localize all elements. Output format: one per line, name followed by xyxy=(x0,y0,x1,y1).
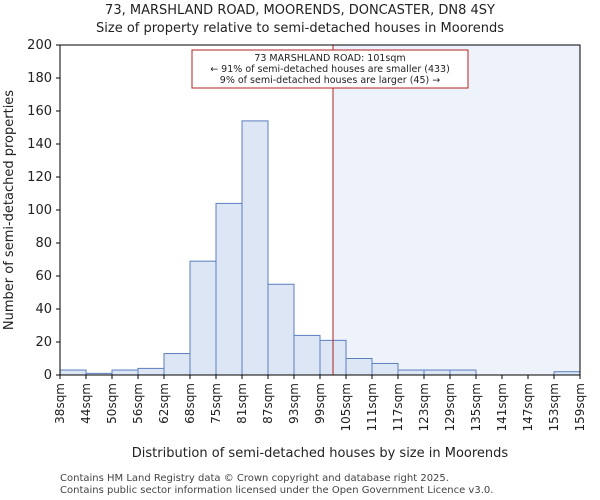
histogram-bar xyxy=(423,369,451,376)
histogram-bar xyxy=(345,358,373,376)
histogram-bar xyxy=(59,369,87,376)
x-tick-label: 38sqm xyxy=(53,383,67,424)
histogram-bar xyxy=(215,202,243,376)
y-axis-label: Number of semi-detached properties xyxy=(2,90,17,330)
histogram-bar xyxy=(111,369,139,376)
x-tick-label: 50sqm xyxy=(105,383,119,424)
histogram-bar xyxy=(371,362,399,376)
x-tick-label: 56sqm xyxy=(131,383,145,424)
x-tick-label: 123sqm xyxy=(417,383,431,431)
x-tick-label: 159sqm xyxy=(573,383,587,431)
annotation-line-2: ← 91% of semi-detached houses are smalle… xyxy=(210,64,450,75)
x-tick-label: 117sqm xyxy=(391,383,405,431)
y-tick-label: 140 xyxy=(27,137,52,152)
annotation-box: 73 MARSHLAND ROAD: 101sqm ← 91% of semi-… xyxy=(191,49,469,89)
chart-title: 73, MARSHLAND ROAD, MOORENDS, DONCASTER,… xyxy=(105,3,495,18)
x-tick-label: 135sqm xyxy=(469,383,483,431)
x-tick-label: 141sqm xyxy=(495,383,509,431)
y-tick-label: 80 xyxy=(35,236,52,251)
x-tick-label: 153sqm xyxy=(547,383,561,431)
x-tick-label: 105sqm xyxy=(339,383,353,431)
x-tick-label: 111sqm xyxy=(365,383,379,431)
x-tick-label: 87sqm xyxy=(261,383,275,424)
footer-copyright: Contains HM Land Registry data © Crown c… xyxy=(60,473,449,484)
histogram-bar xyxy=(397,369,425,376)
histogram-bar xyxy=(449,369,477,376)
histogram-bar xyxy=(293,334,321,376)
chart-subtitle: Size of property relative to semi-detach… xyxy=(96,21,504,36)
histogram-bar xyxy=(267,283,295,376)
x-tick-label: 129sqm xyxy=(443,383,457,431)
x-tick-label: 44sqm xyxy=(79,383,93,424)
annotation-line-3: 9% of semi-detached houses are larger (4… xyxy=(220,75,440,86)
x-tick-label: 68sqm xyxy=(183,383,197,424)
histogram-bar xyxy=(163,353,191,376)
y-tick-label: 160 xyxy=(27,104,52,119)
annotation-line-1: 73 MARSHLAND ROAD: 101sqm xyxy=(254,53,405,64)
y-tick-label: 20 xyxy=(35,335,52,350)
x-tick-label: 62sqm xyxy=(157,383,171,424)
x-axis-label: Distribution of semi-detached houses by … xyxy=(132,446,509,461)
histogram-bar xyxy=(137,367,165,376)
x-tick-label: 93sqm xyxy=(287,383,301,424)
y-tick-label: 0 xyxy=(44,368,52,383)
y-tick-label: 180 xyxy=(27,71,52,86)
footer-licence: Contains public sector information licen… xyxy=(60,485,494,496)
x-tick-label: 99sqm xyxy=(313,383,327,424)
x-tick-label: 75sqm xyxy=(209,383,223,424)
histogram-bar xyxy=(241,120,269,376)
y-tick-label: 120 xyxy=(27,170,52,185)
y-tick-label: 60 xyxy=(35,269,52,284)
larger-houses-region xyxy=(333,45,580,375)
x-tick-label: 81sqm xyxy=(235,383,249,424)
y-tick-label: 200 xyxy=(27,38,52,53)
x-tick-label: 147sqm xyxy=(521,383,535,431)
y-tick-label: 40 xyxy=(35,302,52,317)
y-tick-label: 100 xyxy=(27,203,52,218)
histogram-bar xyxy=(189,260,217,376)
